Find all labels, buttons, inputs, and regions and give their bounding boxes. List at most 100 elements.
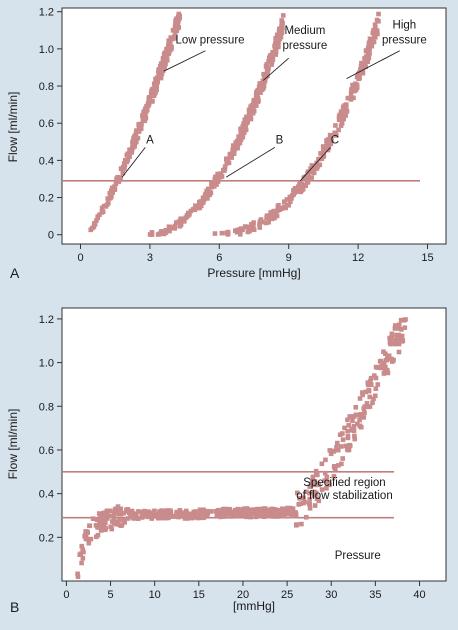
scatter-point <box>267 53 273 58</box>
scatter-point <box>385 367 390 373</box>
scatter-point <box>197 514 203 519</box>
scatter-point <box>215 171 220 177</box>
scatter-point <box>160 515 166 521</box>
scatter-point <box>115 520 120 526</box>
scatter-point <box>301 500 306 506</box>
scatter-point <box>247 110 252 116</box>
scatter-point <box>246 224 252 230</box>
scatter-point <box>139 121 144 127</box>
scatter-point <box>282 508 288 513</box>
panel-a-plot-area <box>61 7 447 245</box>
scatter-point <box>398 327 404 332</box>
scatter-point <box>97 516 103 521</box>
scatter-point <box>303 489 309 495</box>
scatter-point <box>149 516 155 521</box>
scatter-point <box>134 128 139 133</box>
scatter-point <box>357 417 362 423</box>
scatter-point <box>140 113 146 119</box>
scatter-point <box>334 444 339 450</box>
y-tick-label: 0.8 <box>39 401 54 413</box>
scatter-point <box>328 451 334 457</box>
scatter-point <box>149 99 155 104</box>
scatter-point <box>265 70 270 76</box>
scatter-point <box>357 423 363 429</box>
scatter-point <box>134 515 139 520</box>
x-tick-label: 10 <box>149 589 161 601</box>
scatter-point <box>205 186 211 192</box>
scatter-point <box>338 117 344 123</box>
annotation-text: Specified region <box>303 477 385 489</box>
scatter-point <box>265 513 271 519</box>
annotation-text: Pressure <box>335 550 381 562</box>
scatter-point <box>120 170 126 176</box>
scatter-point <box>263 220 269 226</box>
scatter-point <box>258 507 263 513</box>
scatter-point <box>112 184 117 189</box>
scatter-point <box>389 332 395 337</box>
scatter-point <box>398 317 404 323</box>
scatter-point <box>205 196 210 201</box>
scatter-point <box>196 199 202 205</box>
scatter-point <box>346 423 352 428</box>
scatter-point <box>172 23 178 28</box>
scatter-point <box>173 220 179 225</box>
scatter-point <box>94 218 99 223</box>
scatter-point <box>389 356 395 362</box>
scatter-point <box>235 228 241 233</box>
scatter-point <box>387 335 392 341</box>
scatter-point <box>338 123 344 128</box>
scatter-point <box>325 481 331 487</box>
scatter-point <box>277 30 283 35</box>
scatter-point <box>143 109 149 115</box>
scatter-point <box>208 190 214 196</box>
panel-a-label: A <box>10 265 20 281</box>
scatter-point <box>156 67 161 73</box>
scatter-point <box>250 110 256 116</box>
scatter-point <box>201 514 207 520</box>
scatter-point <box>236 512 241 517</box>
y-tick-label: 0.4 <box>39 489 54 501</box>
scatter-point <box>75 571 80 577</box>
scatter-point <box>251 101 256 106</box>
scatter-point <box>353 412 359 418</box>
scatter-point <box>396 349 402 355</box>
scatter-point <box>176 13 182 18</box>
scatter-point <box>249 224 254 230</box>
scatter-point <box>153 90 158 95</box>
scatter-point <box>333 123 338 128</box>
scatter-point <box>323 146 329 151</box>
panel-a-annotations: Low pressure Medium pressure High pressure A B… <box>146 19 427 146</box>
scatter-point <box>396 341 402 347</box>
scatter-point <box>288 508 294 514</box>
scatter-point <box>91 224 97 230</box>
scatter-point <box>262 78 268 84</box>
scatter-point <box>373 393 378 399</box>
scatter-point <box>394 335 400 340</box>
scatter-point <box>309 175 315 180</box>
scatter-point <box>356 70 362 76</box>
scatter-point <box>222 164 228 169</box>
scatter-point <box>275 42 280 48</box>
scatter-point <box>273 49 279 55</box>
scatter-point <box>161 231 167 237</box>
scatter-point <box>137 124 143 130</box>
scatter-point <box>241 512 247 518</box>
scatter-point <box>84 529 90 535</box>
scatter-point <box>172 226 178 231</box>
scatter-point <box>103 516 108 522</box>
scatter-point <box>395 326 400 331</box>
scatter-point <box>252 507 257 513</box>
scatter-point <box>112 187 117 192</box>
scatter-point <box>275 208 280 213</box>
scatter-point <box>180 514 185 519</box>
scatter-point <box>402 317 407 323</box>
scatter-point <box>279 18 284 23</box>
scatter-point <box>259 87 265 93</box>
scatter-point <box>149 230 155 235</box>
scatter-point <box>95 214 101 219</box>
scatter-point <box>104 202 110 207</box>
scatter-point <box>224 161 230 166</box>
scatter-point <box>202 196 207 202</box>
scatter-point <box>101 514 106 519</box>
scatter-point <box>347 443 353 449</box>
